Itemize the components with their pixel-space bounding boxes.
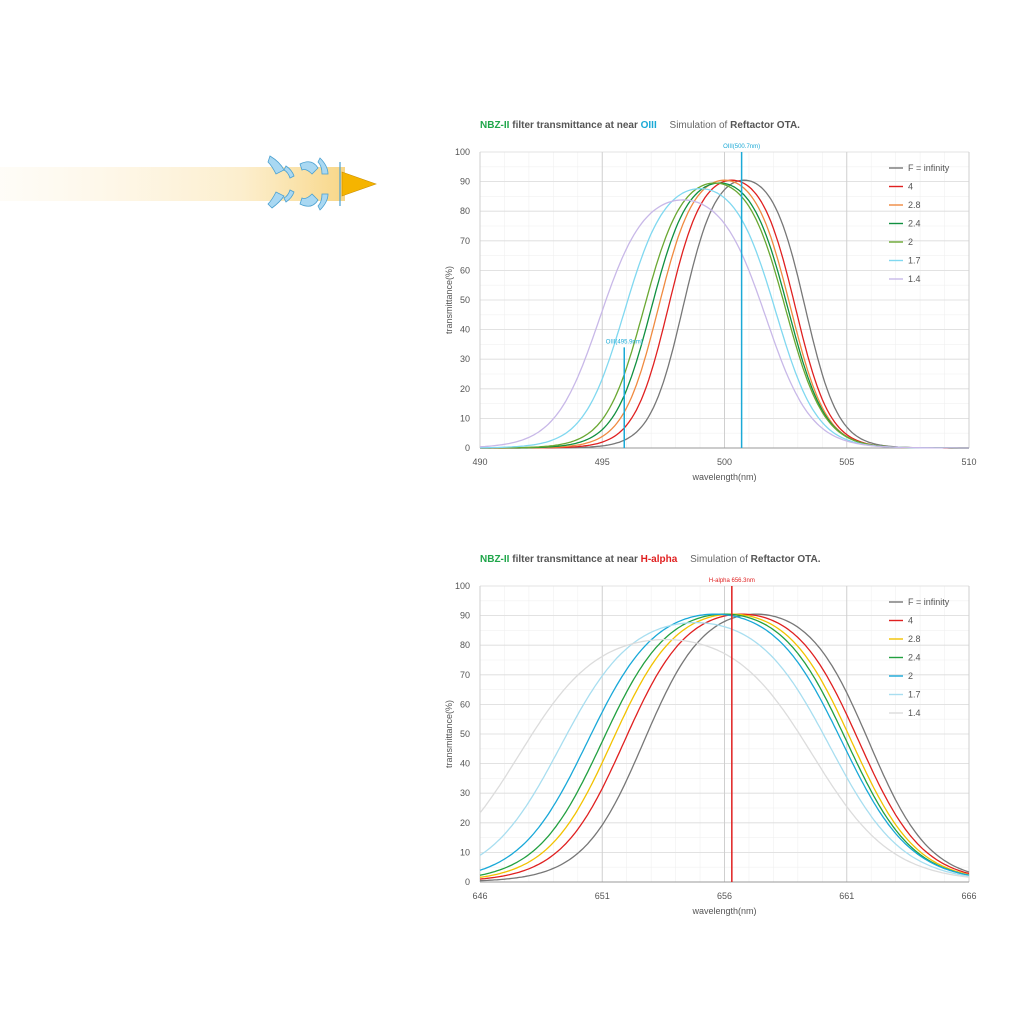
marker-label: OIII(495.9nm): [606, 339, 643, 345]
y-tick-label: 100: [455, 147, 470, 157]
title-sim-prefix: Simulation of: [669, 120, 728, 131]
legend-label: 1.7: [908, 690, 921, 700]
legend-label: 1.4: [908, 708, 921, 718]
y-tick-label: 70: [460, 670, 470, 680]
title-line-name: H-alpha: [640, 554, 678, 565]
x-tick-label: 666: [961, 891, 976, 901]
x-axis-label: wavelength(nm): [691, 906, 756, 916]
legend-label: F = infinity: [908, 163, 950, 173]
title-middle: filter transmittance at near: [512, 120, 638, 131]
light-beam: [0, 167, 345, 201]
halpha-plot: 0 10 20 30 40 50 60 70 80 90 100 646 651 656 661 666 wav…: [444, 578, 977, 916]
y-tick-label: 100: [455, 581, 470, 591]
title-sim-prefix: Simulation of: [690, 554, 748, 565]
y-tick-label: 0: [465, 443, 470, 453]
legend-label: 1.7: [908, 256, 921, 266]
legend-label: 4: [908, 182, 913, 192]
legend-label: 2.4: [908, 653, 921, 663]
y-tick-label: 70: [460, 236, 470, 246]
y-tick-label: 10: [460, 847, 470, 857]
chart-title: NBZ-II filter transmittance at near H-al…: [480, 554, 821, 565]
x-tick-label: 490: [472, 457, 487, 467]
x-tick-label: 661: [839, 891, 854, 901]
y-tick-label: 50: [460, 295, 470, 305]
x-tick-label: 510: [961, 457, 976, 467]
chart-title: NBZ-II filter transmittance at near OIII…: [480, 120, 800, 131]
series-line: [479, 613, 970, 880]
title-ota: Reftactor OTA.: [730, 120, 800, 131]
refractor-optics-diagram: [0, 155, 377, 211]
x-tick-label: 656: [717, 891, 732, 901]
legend-label: 2.8: [908, 634, 921, 644]
legend-label: 2: [908, 671, 913, 681]
halpha-chart: NBZ-II filter transmittance at near H-al…: [440, 552, 1000, 922]
title-ota: Reftactor OTA.: [750, 554, 821, 565]
y-tick-label: 60: [460, 699, 470, 709]
y-tick-label: 50: [460, 729, 470, 739]
y-tick-label: 40: [460, 325, 470, 335]
title-line-name: OIII: [640, 120, 657, 131]
y-tick-label: 80: [460, 206, 470, 216]
x-tick-label: 651: [595, 891, 610, 901]
legend-label: 2: [908, 237, 913, 247]
marker-label: H-alpha 656.3nm: [709, 578, 755, 584]
marker-label: OIII(500.7nm): [723, 144, 760, 150]
y-tick-label: 40: [460, 759, 470, 769]
y-tick-label: 20: [460, 818, 470, 828]
y-axis-label: transmittance(%): [444, 700, 454, 768]
legend-label: 1.4: [908, 274, 921, 284]
legend-label: 4: [908, 616, 913, 626]
y-tick-label: 30: [460, 354, 470, 364]
series-line: [479, 621, 970, 877]
y-tick-label: 60: [460, 265, 470, 275]
x-tick-label: 646: [472, 891, 487, 901]
oiii-chart: NBZ-II filter transmittance at near OIII…: [440, 118, 1000, 488]
legend-label: 2.4: [908, 219, 921, 229]
focus-cone: [341, 171, 377, 197]
legend-label: 2.8: [908, 200, 921, 210]
series-line: [479, 199, 969, 449]
y-axis-label: transmittance(%): [444, 266, 454, 334]
y-tick-label: 80: [460, 640, 470, 650]
series-line: [479, 613, 970, 876]
series-line: [479, 638, 970, 878]
x-tick-label: 505: [839, 457, 854, 467]
y-tick-label: 20: [460, 384, 470, 394]
title-filter: NBZ-II: [480, 554, 510, 565]
x-tick-label: 500: [717, 457, 732, 467]
y-tick-label: 90: [460, 177, 470, 187]
x-tick-label: 495: [595, 457, 610, 467]
series-line: [479, 613, 970, 882]
oiii-plot: 0 10 20 30 40 50 60 70 80 90 100 490 495 500 505 510 wav…: [444, 144, 977, 482]
y-tick-label: 90: [460, 611, 470, 621]
y-tick-label: 10: [460, 413, 470, 423]
y-tick-label: 0: [465, 877, 470, 887]
title-middle: filter transmittance at near: [512, 554, 638, 565]
title-filter: NBZ-II: [480, 120, 510, 131]
lens-elements: [267, 155, 329, 211]
x-axis-label: wavelength(nm): [691, 472, 756, 482]
y-tick-label: 30: [460, 788, 470, 798]
legend-label: F = infinity: [908, 597, 950, 607]
